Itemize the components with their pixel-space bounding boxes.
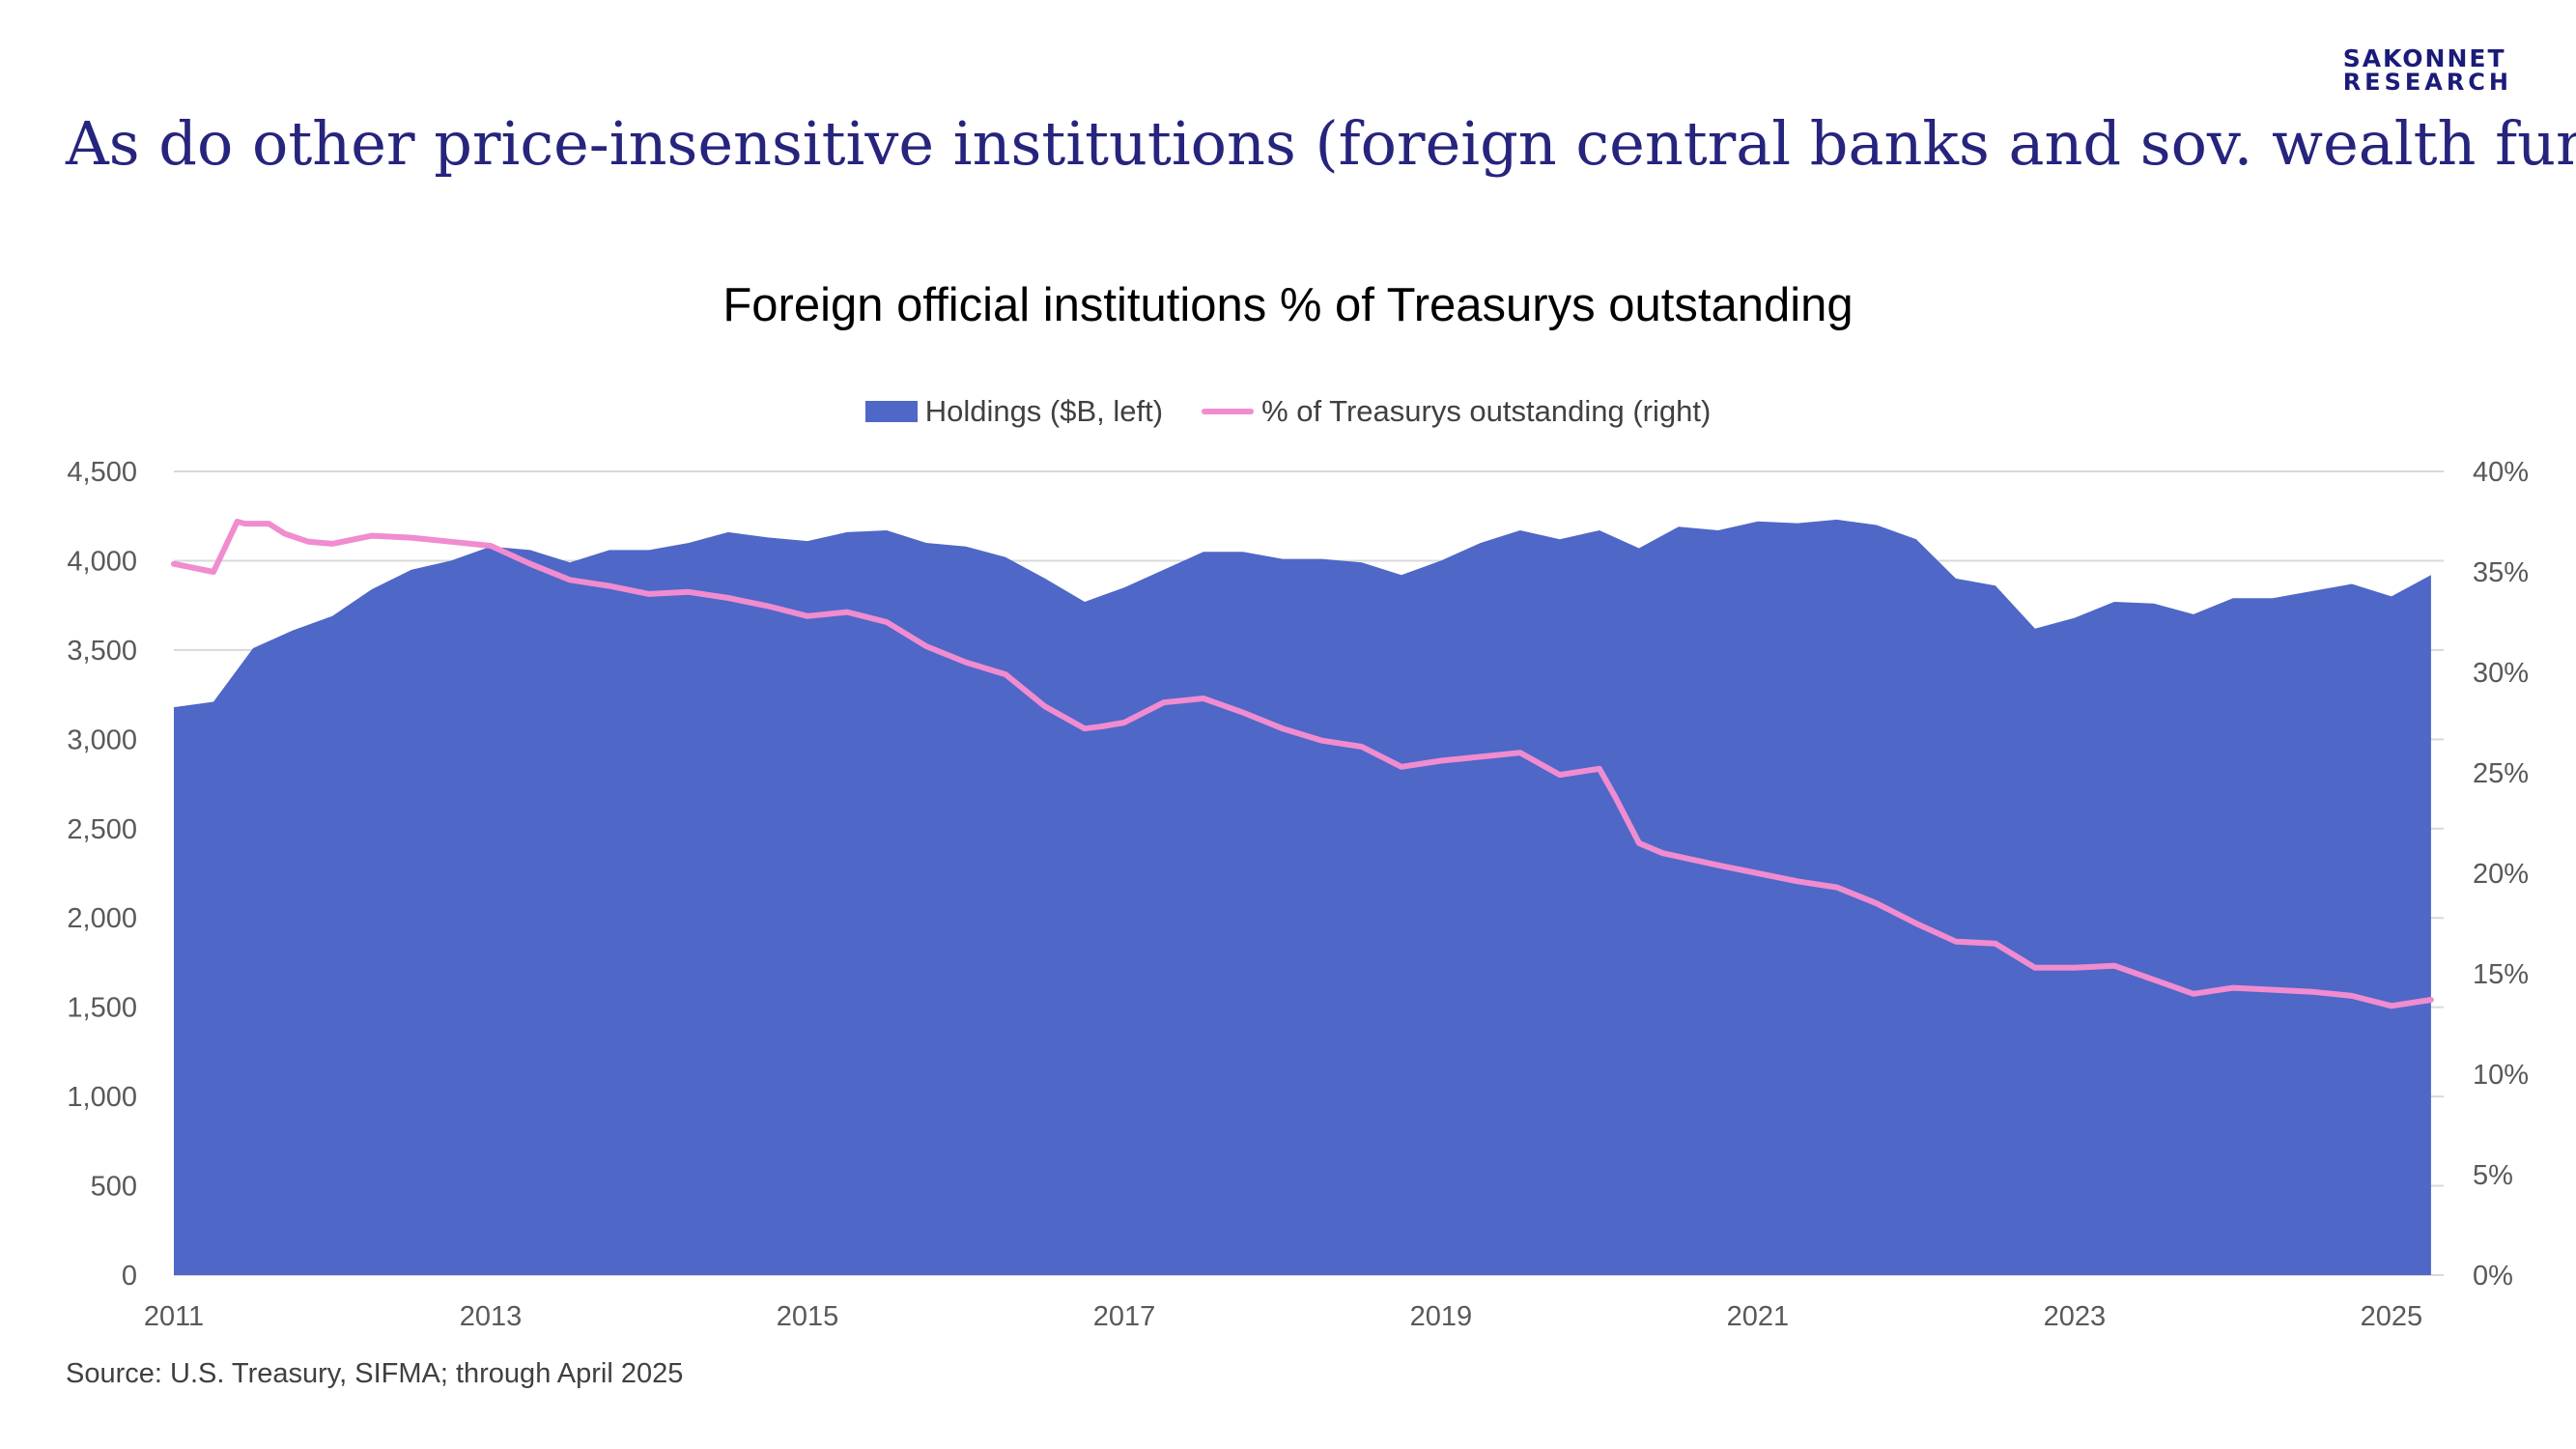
- left-tick-label: 500: [91, 1172, 137, 1203]
- right-tick-label: 40%: [2473, 457, 2529, 488]
- left-tick-label: 0: [122, 1261, 137, 1292]
- brand-line-1: SAKONNET: [2342, 44, 2506, 72]
- legend-label-holdings: Holdings ($B, left): [924, 394, 1164, 428]
- chart-title: Foreign official institutions % of Treas…: [722, 279, 1854, 331]
- legend-label-percent: % of Treasurys outstanding (right): [1261, 394, 1712, 428]
- left-axis-ticks: 0 500 1,000 1,500 2,000 2,500 3,000 3,500 4,000 4…: [67, 457, 137, 1292]
- right-axis-ticks: 0% 5% 10% 15% 20% 25% 30% 35% 40%: [2473, 457, 2529, 1292]
- legend-item-percent: % of Treasurys outstanding (right): [1202, 394, 1711, 429]
- right-tick-label: 0%: [2473, 1261, 2513, 1292]
- legend-item-holdings: Holdings ($B, left): [864, 394, 1164, 429]
- slide-headline: As do other price-insensitive institutio…: [66, 108, 2576, 179]
- brand-line-2: RESEARCH: [2342, 69, 2512, 96]
- holdings-area: [174, 519, 2431, 1275]
- right-tick-label: 15%: [2473, 959, 2529, 990]
- holdings-area-layer: [174, 519, 2431, 1275]
- legend-swatch-area: [864, 401, 918, 422]
- legend-swatch-line: [1202, 409, 1255, 414]
- left-tick-label: 4,000: [67, 546, 137, 577]
- left-tick-label: 2,500: [67, 814, 137, 845]
- right-tick-label: 25%: [2473, 758, 2529, 789]
- brand-logo: SAKONNET RESEARCH: [2343, 46, 2512, 94]
- left-tick-label: 3,000: [67, 724, 137, 755]
- x-tick-label: 2017: [1093, 1301, 1156, 1332]
- x-tick-label: 2023: [2044, 1301, 2107, 1332]
- right-tick-label: 30%: [2473, 658, 2529, 689]
- chart-legend: Holdings ($B, left) % of Treasurys outst…: [0, 394, 2576, 429]
- left-tick-label: 3,500: [67, 636, 137, 667]
- right-tick-label: 20%: [2473, 859, 2529, 890]
- x-tick-label: 2013: [460, 1301, 523, 1332]
- x-tick-label: 2011: [144, 1301, 204, 1332]
- x-tick-label: 2021: [1727, 1301, 1790, 1332]
- left-tick-label: 1,000: [67, 1082, 137, 1113]
- left-tick-label: 1,500: [67, 993, 137, 1024]
- left-tick-label: 4,500: [67, 457, 137, 488]
- x-tick-label: 2025: [2361, 1301, 2423, 1332]
- x-tick-label: 2019: [1410, 1301, 1473, 1332]
- right-tick-label: 10%: [2473, 1060, 2529, 1091]
- right-tick-label: 35%: [2473, 557, 2529, 588]
- right-tick-label: 5%: [2473, 1160, 2513, 1191]
- percent-line: [171, 519, 2434, 1009]
- x-tick-label: 2015: [777, 1301, 839, 1332]
- source-note: Source: U.S. Treasury, SIFMA; through Ap…: [66, 1358, 684, 1389]
- x-axis-ticks: 2011 2013 2015 2017 2019 2021 2023 2025: [144, 1301, 2422, 1332]
- left-tick-label: 2,000: [67, 903, 137, 934]
- percent-line-layer: [171, 519, 2434, 1009]
